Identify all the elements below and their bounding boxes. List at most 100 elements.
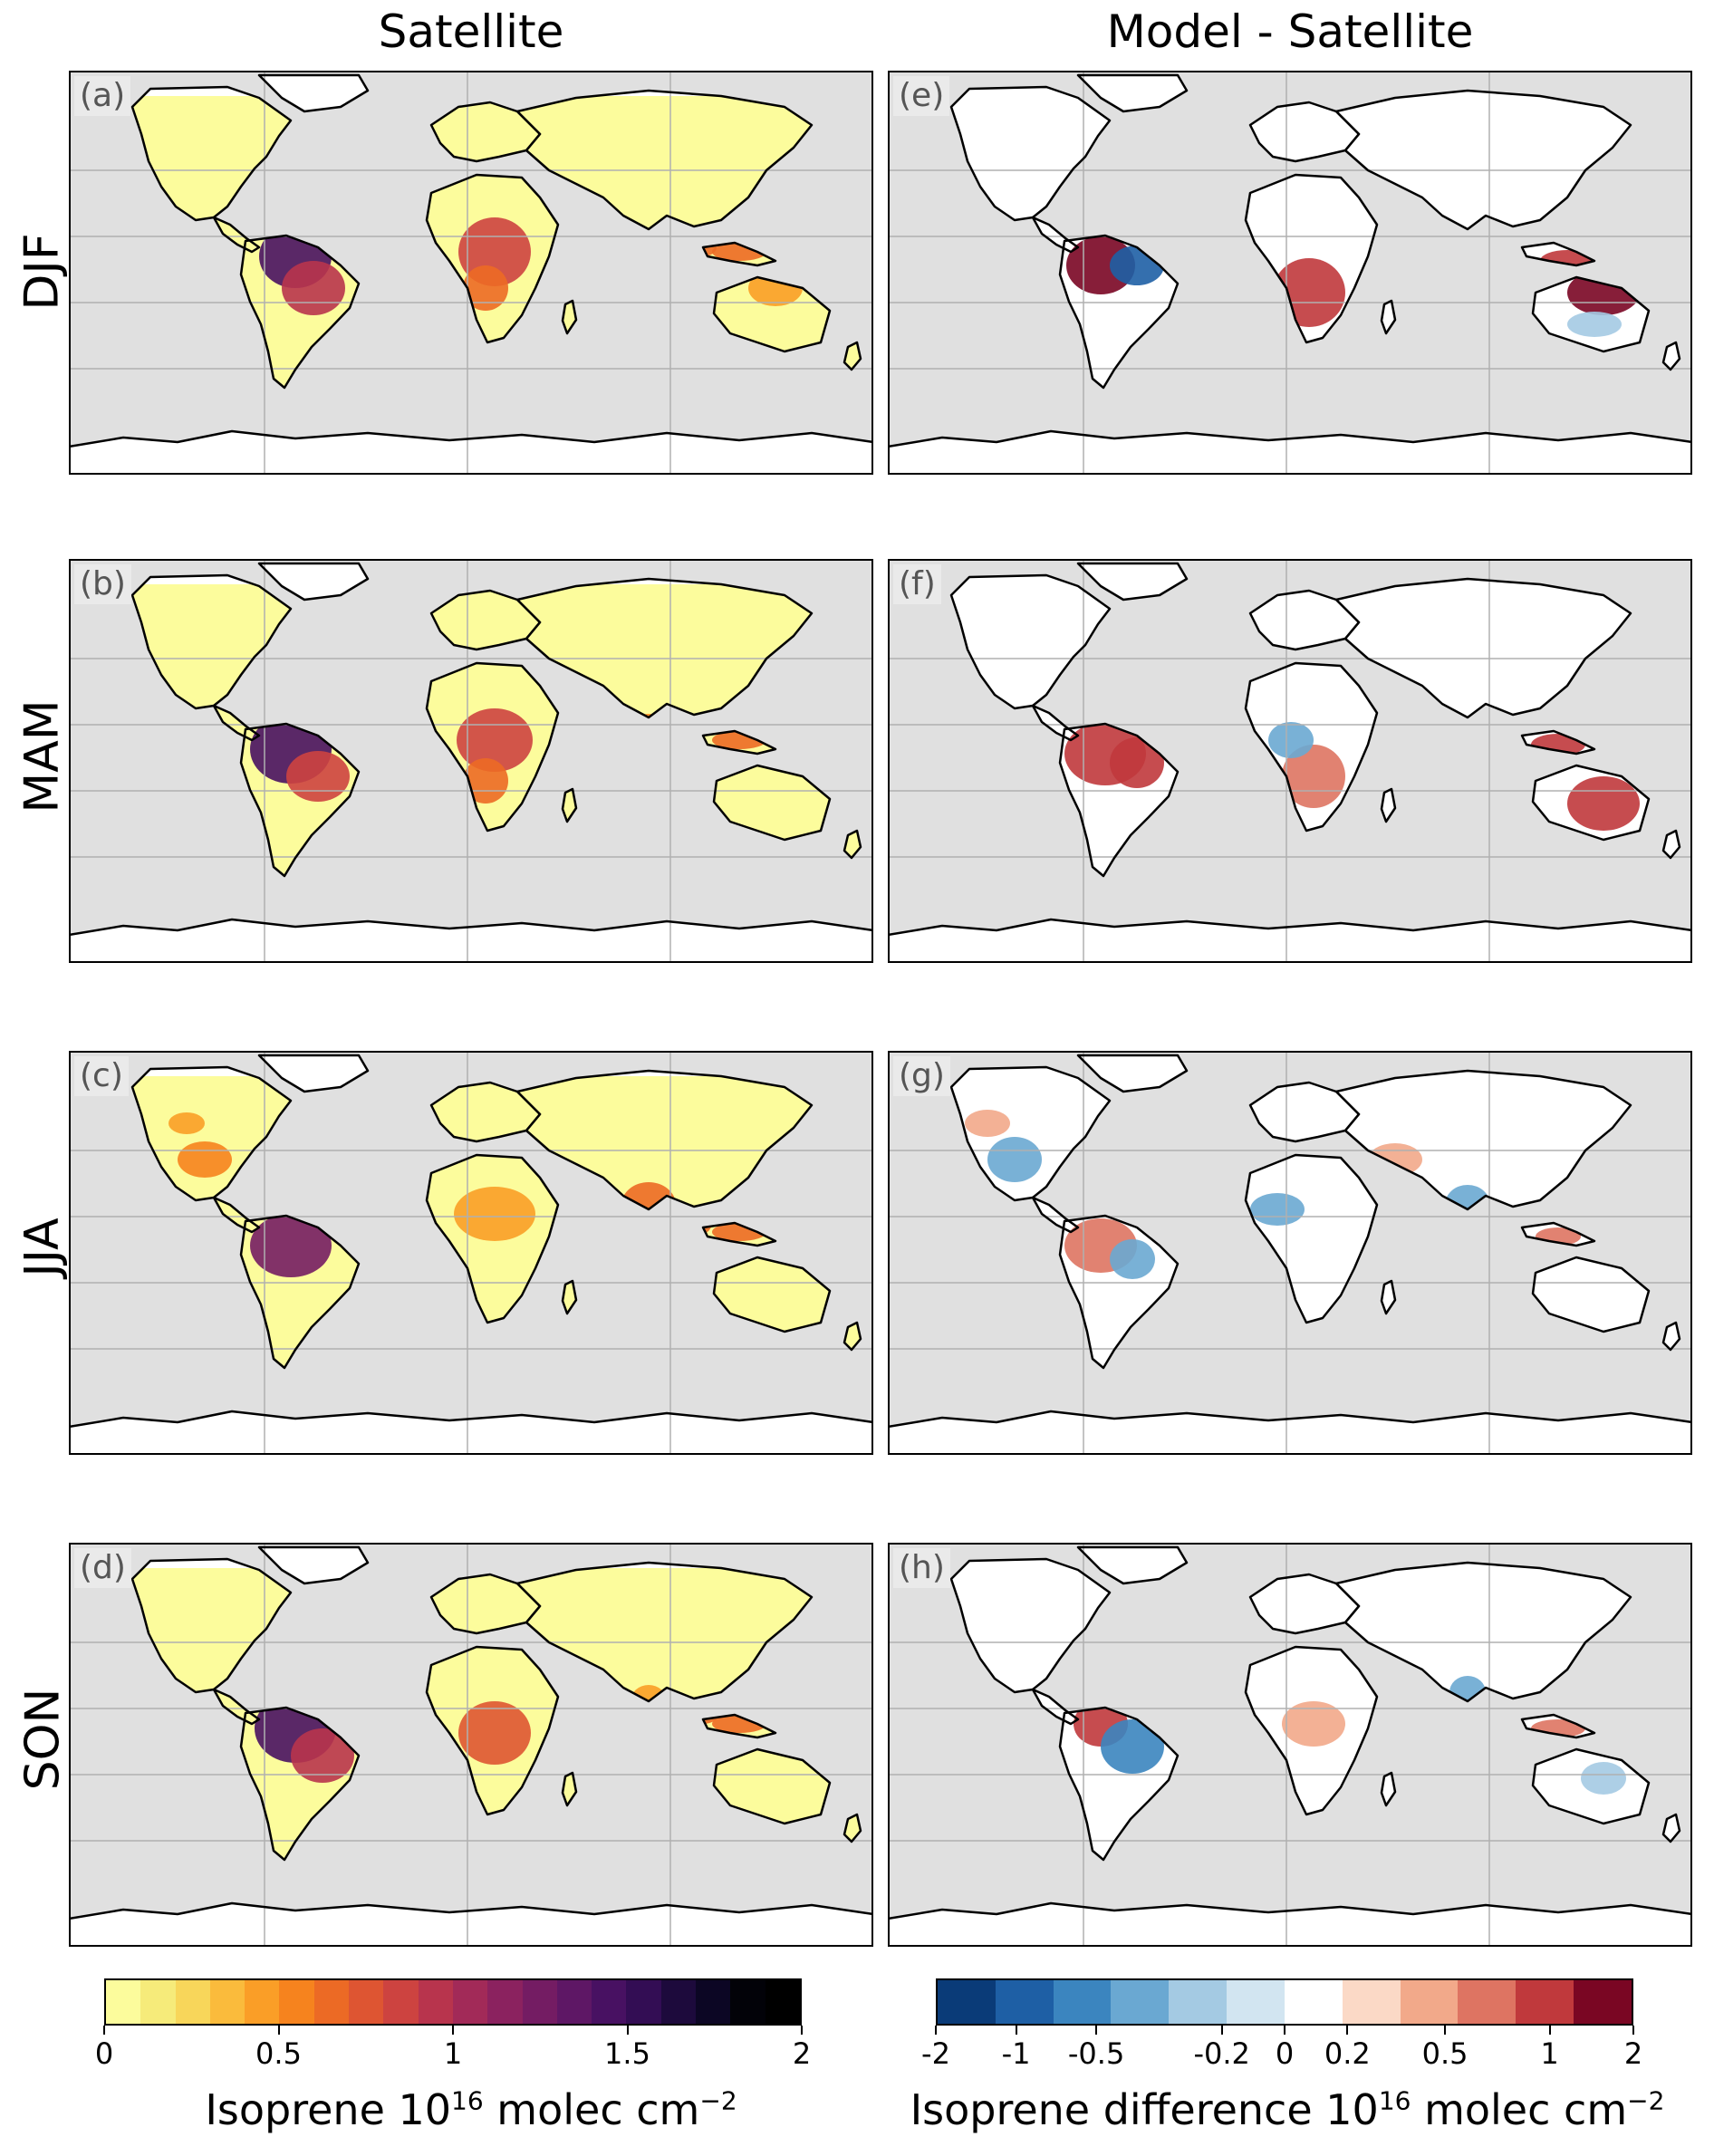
label-text: Isoprene difference 10 — [910, 2085, 1379, 2134]
map-panel-d-satellite-son: (d) — [69, 1543, 873, 1947]
world-map — [69, 1051, 873, 1455]
coastline — [1531, 764, 1651, 842]
land-northAmerica — [951, 87, 1110, 220]
land-madagascar — [1382, 301, 1395, 333]
colorbar-segment — [1400, 1980, 1459, 2024]
coastline — [1244, 1645, 1379, 1816]
land-asia — [1336, 579, 1631, 717]
coastline — [1058, 1706, 1180, 1862]
data-layer — [965, 1110, 1581, 1279]
coastline — [701, 241, 777, 267]
label-unit-exponent: −2 — [1627, 2085, 1665, 2116]
colorbar-tick-label: 0 — [1275, 2036, 1295, 2071]
coastline — [1076, 73, 1189, 113]
land-antarctica — [69, 1903, 873, 1947]
coastline — [212, 1196, 261, 1234]
coastline — [701, 729, 777, 756]
land-australia — [714, 277, 830, 351]
data-hotspot — [1581, 1762, 1626, 1795]
coastline — [130, 573, 293, 710]
coastline — [949, 85, 1112, 222]
land-europe — [431, 102, 540, 161]
coastline — [949, 1557, 1112, 1694]
colorbar-tick — [626, 2026, 629, 2035]
coastline — [1380, 787, 1397, 823]
coastline — [1031, 704, 1080, 742]
data-hotspot — [463, 265, 508, 311]
label-text: Isoprene 10 — [205, 2085, 452, 2134]
colorbar-segment — [995, 1980, 1054, 2024]
coastline — [425, 661, 560, 833]
coastline — [212, 216, 261, 254]
land-northAmerica — [132, 1559, 291, 1692]
coastline — [1520, 241, 1596, 267]
colorbar-segment — [696, 1980, 731, 2024]
coastline — [239, 1706, 361, 1862]
land-europe — [1250, 1574, 1359, 1633]
land-northAmerica — [132, 1067, 291, 1200]
coastline — [1531, 1747, 1651, 1825]
land-antarctica — [888, 1411, 1692, 1455]
data-hotspot — [291, 1728, 354, 1783]
label-exponent: 16 — [451, 2085, 484, 2116]
colorbar-segment — [1227, 1980, 1285, 2024]
world-map — [888, 559, 1692, 963]
data-hotspot — [1282, 1701, 1345, 1747]
row-label-text: SON — [15, 1688, 70, 1791]
map-panel-c-satellite-jja: (c) — [69, 1051, 873, 1455]
coastline — [130, 1065, 293, 1202]
colorbar-tick-label: 0.5 — [1421, 2036, 1468, 2071]
land-asia — [1336, 1071, 1631, 1209]
colorbar-tick — [1220, 2026, 1223, 2035]
panel-letter: (f) — [893, 564, 941, 604]
data-hotspot — [1110, 1239, 1155, 1279]
data-hotspot — [1101, 1719, 1164, 1774]
colorbar-tick-label: -0.2 — [1193, 2036, 1250, 2071]
colorbar-tick-label: 1 — [443, 2036, 463, 2071]
colorbar-segment — [1516, 1980, 1574, 2024]
land-australia — [714, 765, 830, 840]
coastline — [1661, 341, 1681, 371]
coastline — [1334, 89, 1632, 231]
map-panel-f-difference-mam: (f) — [888, 559, 1692, 963]
colorbar-tick-label: -1 — [1001, 2036, 1031, 2071]
coastline — [1076, 1545, 1189, 1585]
coastline — [425, 1645, 560, 1816]
coastline — [212, 1688, 261, 1726]
map-panel-e-difference-djf: (e) — [888, 71, 1692, 475]
land-europe — [1250, 591, 1359, 650]
map-panel-a-satellite-djf: (a) — [69, 71, 873, 475]
land-madagascar — [563, 301, 576, 333]
coastline — [949, 1065, 1112, 1202]
colorbar-segment — [938, 1980, 996, 2024]
land-europe — [431, 1083, 540, 1141]
data-hotspot — [463, 758, 508, 804]
coastline — [515, 1561, 814, 1703]
coastline — [515, 577, 814, 719]
land-madagascar — [1382, 1281, 1395, 1314]
land-asia — [1336, 1563, 1631, 1701]
column-title-satellite: Satellite — [378, 5, 564, 58]
coastline — [843, 1321, 862, 1352]
colorbar-tick-label: 0.2 — [1324, 2036, 1371, 2071]
coastline — [712, 1256, 832, 1333]
coastline — [1520, 729, 1596, 756]
coastline — [888, 429, 1692, 475]
colorbar-tick — [935, 2026, 937, 2035]
colorbar-tick — [277, 2026, 280, 2035]
coastline — [843, 829, 862, 860]
coastline — [1380, 299, 1397, 335]
coastline — [130, 85, 293, 222]
colorbar-tick-label: -0.5 — [1067, 2036, 1125, 2071]
panel-frame — [888, 71, 1692, 475]
colorbar-segment — [452, 1980, 488, 2024]
land-europe — [1250, 1083, 1359, 1141]
colorbar-segment — [279, 1980, 314, 2024]
data-hotspot — [169, 1112, 205, 1134]
colorbar-tick — [1346, 2026, 1349, 2035]
data-hotspot — [250, 1214, 332, 1277]
coastline — [561, 1279, 578, 1315]
coastline — [1334, 577, 1632, 719]
colorbar-segment — [556, 1980, 592, 2024]
map-panel-h-difference-son: (h) — [888, 1543, 1692, 1947]
